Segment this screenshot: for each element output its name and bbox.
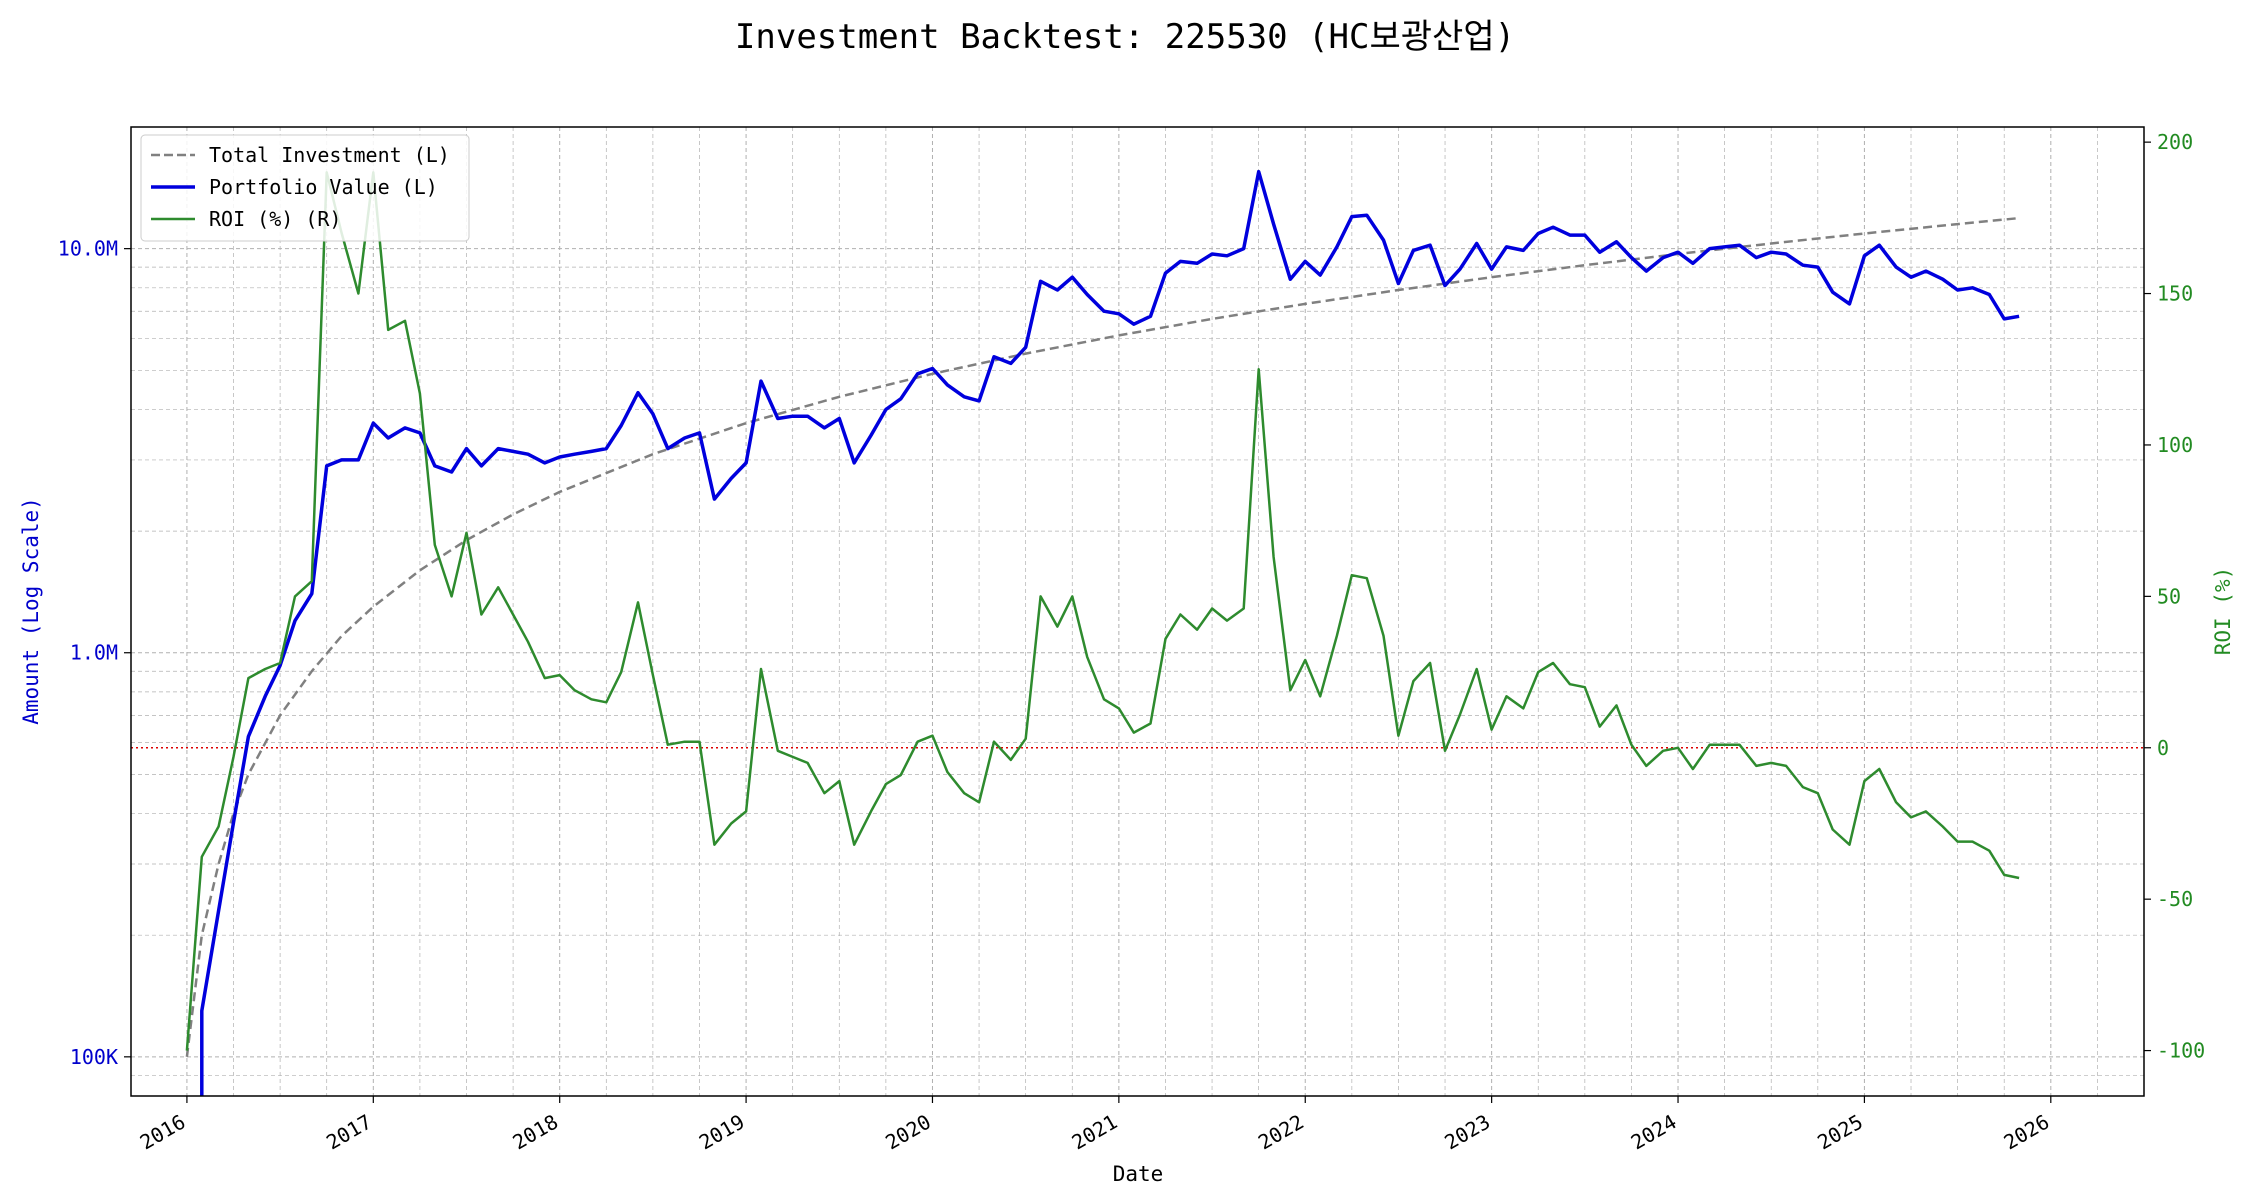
x-tick-label: 2021 [1068,1110,1122,1155]
y-axis-right-label: ROI (%) [2211,567,2235,656]
y-left-tick-label: 10.0M [58,237,118,261]
y-axis-left: 100K 1.0M 10.0M [58,237,131,1069]
y-left-tick-label: 1.0M [70,641,118,665]
x-axis: 2016 2017 2018 2019 2020 2021 2022 2023 2024 2025… [136,1096,2054,1155]
legend-label-roi: ROI (%) (R) [209,207,341,231]
y-right-tick-label: 0 [2157,736,2169,760]
legend-label-total-investment: Total Investment (L) [209,143,450,167]
x-tick-label: 2025 [1813,1110,1867,1155]
y-left-tick-label: 100K [70,1045,118,1069]
y-right-tick-label: 50 [2157,584,2181,608]
x-tick-label: 2022 [1254,1110,1308,1155]
x-tick-label: 2026 [2000,1110,2054,1155]
grid-layer [131,126,2145,1097]
y-right-tick-label: -100 [2157,1039,2205,1063]
total-investment-line [185,216,2020,1057]
x-axis-label: Date [1113,1162,1164,1186]
x-tick-label: 2017 [322,1110,376,1155]
x-tick-label: 2020 [881,1110,935,1155]
x-tick-label: 2018 [508,1110,562,1155]
roi-line [185,171,2020,1051]
x-tick-label: 2023 [1440,1110,1494,1155]
y-right-tick-label: -50 [2157,887,2193,911]
legend: Total Investment (L) Portfolio Value (L)… [140,134,470,242]
portfolio-value-line [200,169,2020,1096]
legend-label-portfolio-value: Portfolio Value (L) [209,175,438,199]
y-axis-right: 200 150 100 50 0 -50 -100 [2144,130,2205,1063]
y-right-tick-label: 200 [2157,130,2193,154]
x-tick-label: 2019 [695,1110,749,1155]
legend-box [140,134,470,242]
series-layer [185,169,2020,1096]
y-axis-left-label: Amount (Log Scale) [19,497,43,725]
x-tick-label: 2024 [1627,1110,1681,1155]
y-right-tick-label: 100 [2157,433,2193,457]
x-tick-label: 2016 [136,1110,190,1155]
y-right-tick-label: 150 [2157,282,2193,306]
chart-title: Investment Backtest: 225530 (HC보광산업) [735,17,1515,57]
plot-frame [130,126,2145,1097]
